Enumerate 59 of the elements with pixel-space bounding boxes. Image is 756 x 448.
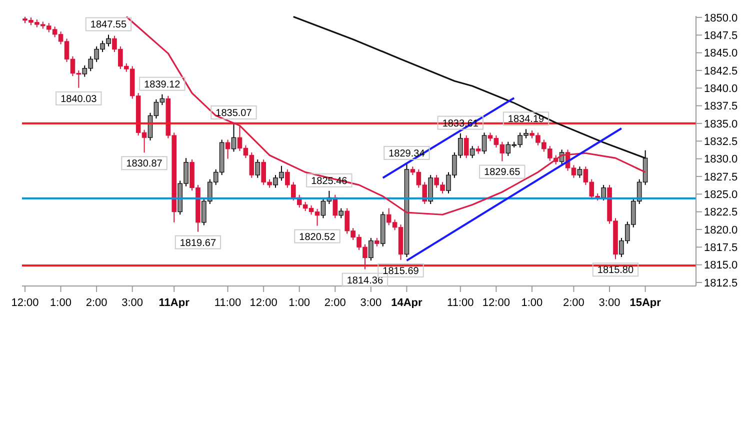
x-tick-label: 1:00 <box>50 297 72 309</box>
candlestick <box>332 194 338 219</box>
y-tick-label: 1845.0 <box>704 48 738 60</box>
y-tick-label: 1835.0 <box>704 118 738 130</box>
y-tick-label: 1847.5 <box>704 30 738 42</box>
candlestick <box>577 166 582 178</box>
annotation: 1840.03 <box>60 94 98 105</box>
annotation: 1839.12 <box>144 79 181 90</box>
candlestick <box>470 146 475 159</box>
x-tick-label: 3:00 <box>360 297 382 309</box>
x-tick-label: 11Apr <box>158 297 190 309</box>
y-tick-label: 1820.0 <box>704 224 738 236</box>
annotation: 1835.07 <box>216 108 252 119</box>
x-tick-label: 12:00 <box>250 297 278 309</box>
x-tick-label: 3:00 <box>598 297 620 309</box>
x-tick-label: 11:00 <box>214 297 242 309</box>
x-tick-label: 2:00 <box>86 297 108 309</box>
y-tick-label: 1812.5 <box>704 277 738 290</box>
candlestick <box>255 158 260 178</box>
annotation: 1814.36 <box>346 275 384 286</box>
candlestick <box>231 122 236 152</box>
y-tick-label: 1815.0 <box>704 260 738 272</box>
y-tick-label: 1825.0 <box>704 189 738 202</box>
annotation: 1819.67 <box>180 238 216 249</box>
candlestick <box>338 208 344 219</box>
y-tick-label: 1827.5 <box>704 171 738 184</box>
x-tick-label: 1:00 <box>288 297 310 309</box>
candlestick <box>601 184 606 201</box>
x-tick-label: 15Apr <box>630 297 662 309</box>
x-tick-label: 11:00 <box>447 297 474 309</box>
x-tick-label: 12:00 <box>482 297 510 309</box>
y-tick-label: 1822.5 <box>704 206 738 219</box>
annotation: 1830.87 <box>126 158 163 170</box>
y-tick-label: 1837.5 <box>704 100 738 113</box>
candlestick <box>368 237 374 262</box>
y-tick-label: 1842.5 <box>704 65 738 78</box>
x-tick-label: 2:00 <box>324 297 346 309</box>
y-tick-label: 1840.0 <box>704 83 738 95</box>
x-tick-label: 3:00 <box>122 297 144 309</box>
candlestick <box>464 134 469 159</box>
y-tick-label: 1832.5 <box>704 136 738 148</box>
line-series <box>126 16 646 216</box>
candlestick <box>428 174 433 205</box>
x-tick-label: 1:00 <box>521 297 543 309</box>
annotation: 1829.65 <box>484 167 521 178</box>
candlestick <box>482 132 487 154</box>
x-tick-label: 14Apr <box>391 297 424 309</box>
y-tick-label: 1850.0 <box>704 12 738 24</box>
candlestick <box>225 139 230 160</box>
annotation: 1815.80 <box>597 265 634 276</box>
annotation: 1825.46 <box>311 176 348 187</box>
annotation: 1815.69 <box>382 266 420 277</box>
x-tick-label: 2:00 <box>563 297 584 309</box>
x-tick-label: 12:00 <box>11 297 39 309</box>
annotation: 1847.55 <box>90 20 127 31</box>
annotation: 1820.52 <box>299 232 336 243</box>
y-tick-label: 1830.0 <box>704 154 738 166</box>
annotation: 1834.19 <box>508 114 545 126</box>
y-tick-label: 1817.5 <box>704 242 738 254</box>
